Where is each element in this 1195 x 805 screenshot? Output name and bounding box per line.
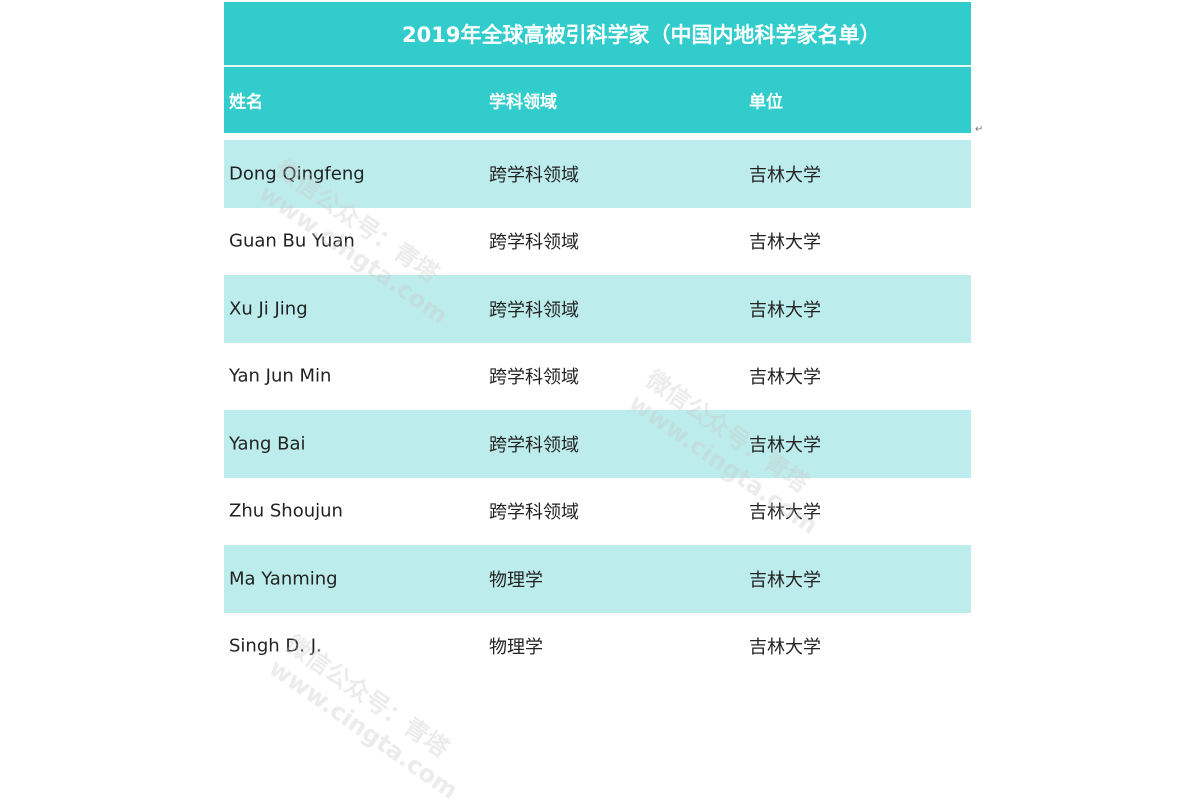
cell-field: 物理学 xyxy=(489,569,543,591)
cell-name: Yan Jun Min xyxy=(229,365,332,387)
cell-name: Yang Bai xyxy=(229,433,306,455)
cell-field: 跨学科领域 xyxy=(489,164,579,186)
cell-field: 跨学科领域 xyxy=(489,367,579,389)
cell-name: Guan Bu Yuan xyxy=(229,230,355,252)
cell-field: 跨学科领域 xyxy=(489,502,579,524)
cell-institution: 吉林大学 xyxy=(749,637,821,659)
column-header-name: 姓名 xyxy=(229,92,263,113)
cell-name: Dong Qingfeng xyxy=(229,163,365,185)
table-row: Yang Bai 跨学科领域 吉林大学 xyxy=(224,410,971,478)
table-row: Dong Qingfeng 跨学科领域 吉林大学 xyxy=(224,140,971,208)
cell-field: 跨学科领域 xyxy=(489,299,579,321)
cell-name: Singh D. J. xyxy=(229,635,322,657)
cell-institution: 吉林大学 xyxy=(749,299,821,321)
table-header: 姓名 学科领域 单位 xyxy=(224,67,971,133)
column-header-field: 学科领域 xyxy=(489,92,557,113)
cell-institution: 吉林大学 xyxy=(749,232,821,254)
table-row: Yan Jun Min 跨学科领域 吉林大学 xyxy=(224,342,971,410)
cell-institution: 吉林大学 xyxy=(749,164,821,186)
cell-name: Zhu Shoujun xyxy=(229,500,343,522)
cell-institution: 吉林大学 xyxy=(749,434,821,456)
table-title: 2019年全球高被引科学家（中国内地科学家名单） xyxy=(224,2,971,67)
table-row: Singh D. J. 物理学 吉林大学 xyxy=(224,612,971,680)
cell-name: Ma Yanming xyxy=(229,568,338,590)
paragraph-mark: ↵ xyxy=(975,124,984,135)
cell-field: 物理学 xyxy=(489,637,543,659)
table-row: Zhu Shoujun 跨学科领域 吉林大学 xyxy=(224,477,971,545)
cell-institution: 吉林大学 xyxy=(749,367,821,389)
table-row: Guan Bu Yuan 跨学科领域 吉林大学 xyxy=(224,207,971,275)
scientist-table: 2019年全球高被引科学家（中国内地科学家名单） 姓名 学科领域 单位 Dong… xyxy=(224,2,971,680)
table-row: Xu Ji Jing 跨学科领域 吉林大学 xyxy=(224,275,971,343)
cell-institution: 吉林大学 xyxy=(749,569,821,591)
column-header-institution: 单位 xyxy=(749,92,783,113)
cell-field: 跨学科领域 xyxy=(489,434,579,456)
cell-name: Xu Ji Jing xyxy=(229,298,308,320)
table-row: Ma Yanming 物理学 吉林大学 xyxy=(224,545,971,613)
cell-institution: 吉林大学 xyxy=(749,502,821,524)
cell-field: 跨学科领域 xyxy=(489,232,579,254)
